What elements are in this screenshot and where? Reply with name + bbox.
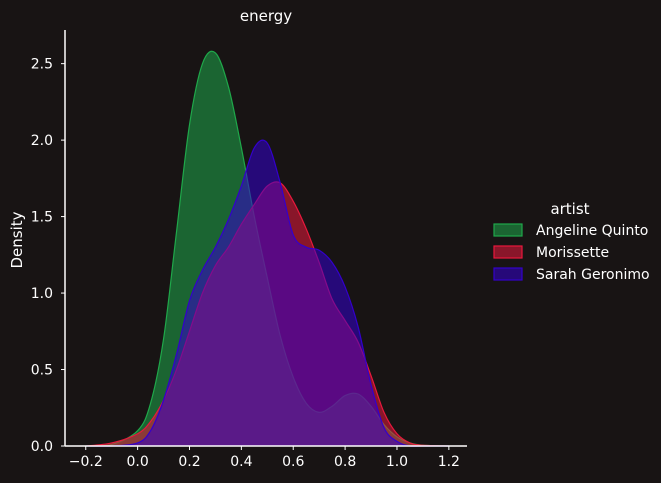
legend-label: Angeline Quinto — [536, 223, 648, 239]
x-tick-label: 0.0 — [126, 454, 148, 470]
x-tick-label: 0.6 — [282, 454, 304, 470]
y-tick-label: 0.0 — [31, 439, 53, 455]
axes-layer: −0.2 0.0 0.2 0.4 0.6 0.8 1.0 1.2 0.0 0.5 1.0 1.5 2.0… — [31, 30, 467, 470]
series-line-sarah-geronimo — [85, 139, 449, 447]
legend: artist Angeline Quinto Morissette Sarah Ger… — [493, 200, 650, 283]
x-tick-label: 0.8 — [334, 454, 356, 470]
x-tick-label: 0.4 — [230, 454, 252, 470]
legend-swatch — [493, 245, 523, 259]
legend-label: Sarah Geronimo — [536, 267, 650, 283]
y-axis-label: Density — [8, 211, 26, 268]
x-tick-label: −0.2 — [69, 454, 103, 470]
series-sarah-geronimo — [85, 139, 449, 447]
legend-title: artist — [550, 200, 589, 218]
y-tick-label: 0.5 — [31, 363, 53, 379]
legend-label: Morissette — [536, 245, 609, 261]
chart-title: energy — [240, 7, 292, 25]
y-tick-label: 2.5 — [31, 57, 53, 73]
legend-swatch — [493, 223, 523, 237]
x-tick-label: 1.0 — [386, 454, 408, 470]
legend-swatch — [493, 267, 523, 281]
series-area-sarah-geronimo — [85, 140, 449, 447]
y-tick-label: 2.0 — [31, 133, 53, 149]
series-area-angeline-quinto — [85, 51, 449, 447]
legend-item-angeline-quinto: Angeline Quinto — [493, 223, 648, 239]
series-layer — [85, 50, 449, 447]
x-tick-label: 1.2 — [438, 454, 460, 470]
legend-item-sarah-geronimo: Sarah Geronimo — [493, 267, 650, 283]
x-tick-label: 0.2 — [178, 454, 200, 470]
legend-item-morissette: Morissette — [493, 245, 609, 261]
y-tick-label: 1.5 — [31, 210, 53, 226]
y-tick-label: 1.0 — [31, 286, 53, 302]
